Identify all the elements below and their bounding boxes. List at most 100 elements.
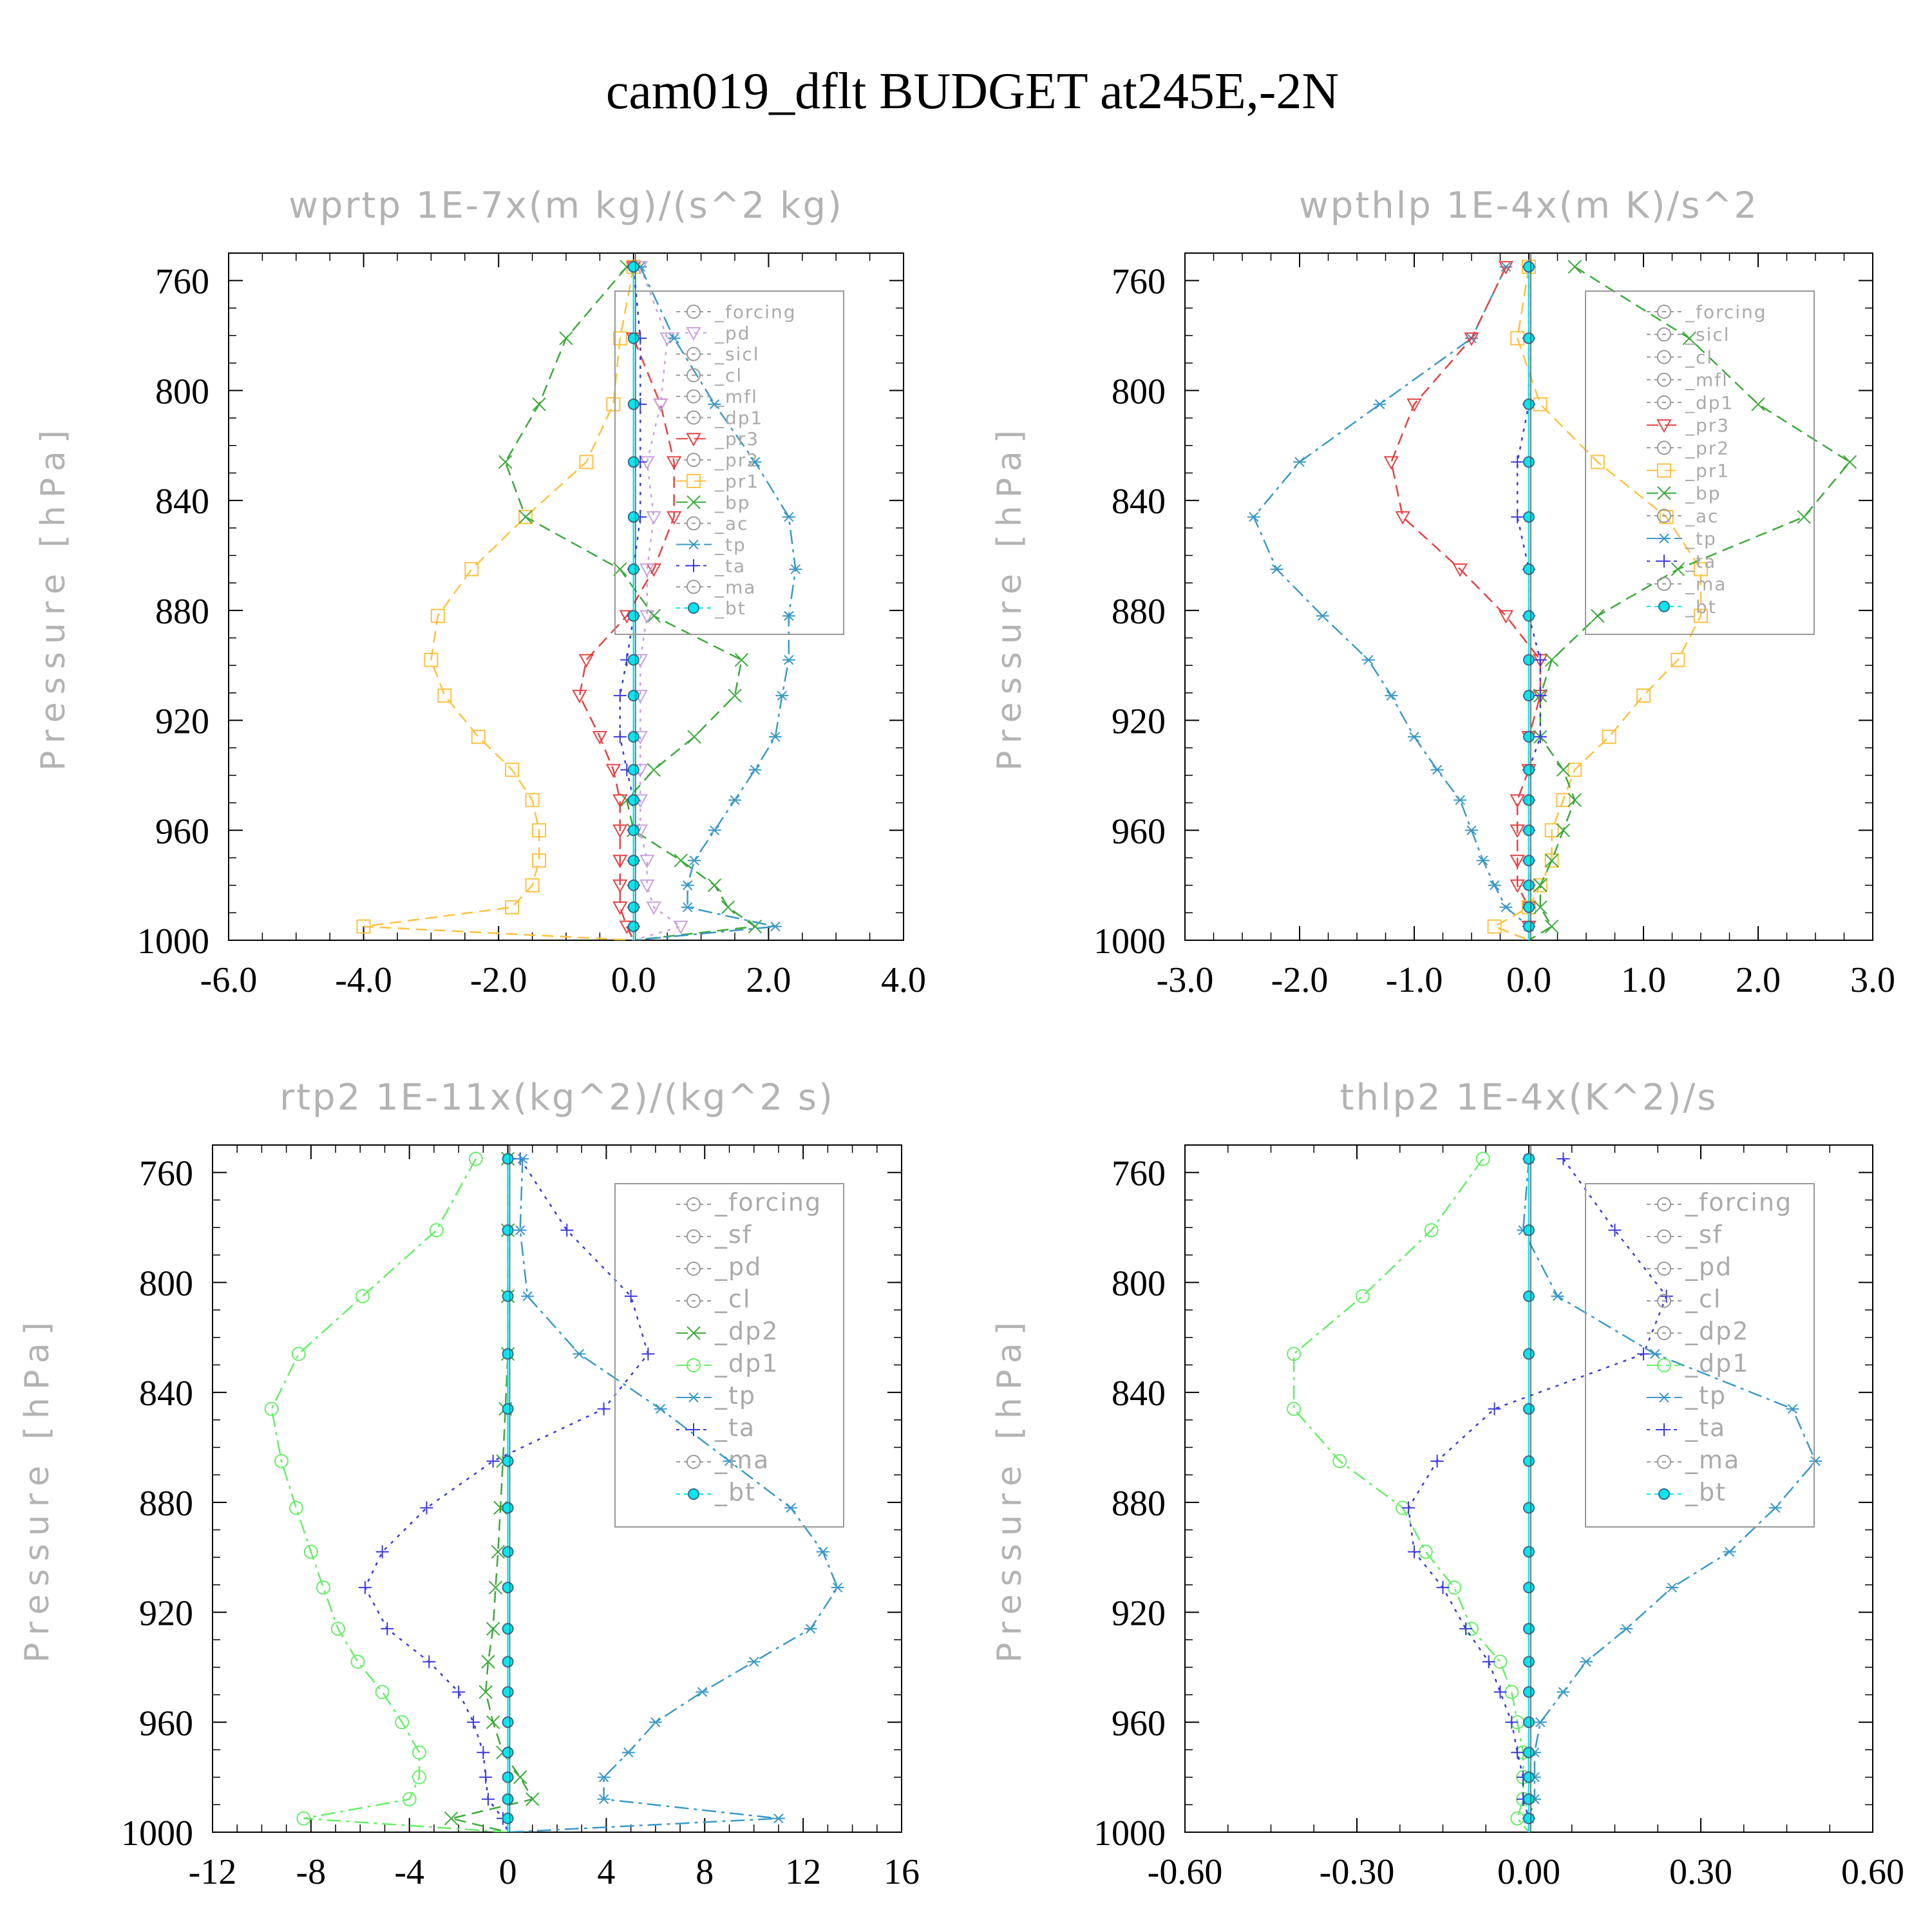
- data-point: [1355, 1289, 1370, 1303]
- data-point: [1768, 1502, 1782, 1513]
- data-point: [479, 1770, 493, 1784]
- legend-entry-label: _dp2: [714, 1317, 779, 1345]
- legend-entry-label: _ta: [714, 1414, 755, 1442]
- data-point: [681, 880, 694, 891]
- data-point: [1557, 1687, 1570, 1698]
- data-point: [1361, 654, 1375, 665]
- legend-swatch-marker: [1657, 1358, 1671, 1372]
- legend-entry-label: _ac: [714, 513, 749, 535]
- data-point: [1523, 1290, 1535, 1302]
- data-point: [1488, 1402, 1501, 1416]
- data-point: [612, 331, 627, 346]
- data-point: [1523, 563, 1535, 575]
- legend-entry-label: _ma: [714, 1446, 770, 1474]
- data-point: [1510, 879, 1525, 893]
- series-line-tp: [1253, 266, 1530, 940]
- data-point: [627, 855, 639, 867]
- series-line-bp: [504, 266, 757, 940]
- data-point: [502, 1582, 514, 1594]
- data-point: [316, 1580, 330, 1595]
- data-point: [1533, 1717, 1547, 1727]
- data-point: [1464, 332, 1479, 346]
- data-point: [1523, 456, 1535, 468]
- legend-entry-label: _dp2: [1685, 1317, 1749, 1345]
- data-point: [1797, 510, 1811, 524]
- x-tick-label: 0.0: [611, 960, 656, 1000]
- legend-swatch-marker: [1656, 419, 1672, 433]
- data-point: [502, 1656, 514, 1668]
- legend-entry-label: _bt: [714, 598, 746, 619]
- series-line-tp: [1522, 1159, 1817, 1832]
- data-point: [488, 1580, 503, 1595]
- data-point: [1523, 1656, 1535, 1668]
- data-point: [1567, 260, 1582, 274]
- legend-entry-label: _ac: [1685, 506, 1719, 527]
- data-point: [627, 690, 639, 702]
- data-point: [1723, 1546, 1736, 1557]
- legend-swatch-marker: [687, 410, 701, 425]
- data-point: [613, 730, 627, 744]
- data-point: [1786, 1404, 1799, 1414]
- data-point: [1436, 1581, 1450, 1595]
- data-point: [639, 610, 655, 624]
- legend-entry-label: _sicl: [1685, 324, 1730, 345]
- data-point: [1648, 1349, 1662, 1359]
- panel-title: thlp2 1E-4x(K^2)/s: [1340, 1077, 1718, 1119]
- data-point: [1556, 823, 1571, 837]
- legend-swatch-marker: [687, 539, 700, 550]
- series-line-pr3: [1390, 266, 1542, 940]
- data-point: [525, 793, 540, 808]
- legend-swatch-marker: [1658, 1423, 1671, 1436]
- legend-entry-label: _cl: [1685, 1285, 1721, 1313]
- y-tick-label: 1000: [1094, 1814, 1166, 1853]
- data-point: [264, 1401, 279, 1416]
- x-tick-label: -6.0: [200, 960, 258, 1000]
- legend-swatch-marker: [1657, 1262, 1671, 1276]
- legend-entry-label: _bp: [1685, 483, 1721, 504]
- data-point: [303, 1544, 318, 1559]
- y-tick-label: 800: [139, 1264, 193, 1303]
- legend-entry-label: _sf: [1685, 1220, 1723, 1249]
- data-point: [525, 878, 540, 893]
- legend-swatch-marker: [687, 1455, 701, 1469]
- legend-entry-label: _cl: [1685, 346, 1713, 368]
- data-point: [502, 1793, 514, 1805]
- series-group: [1287, 1145, 1822, 1832]
- series-line-ta: [1516, 267, 1542, 940]
- data-point: [1523, 1771, 1535, 1783]
- data-point: [1430, 1454, 1444, 1468]
- data-point: [1523, 1793, 1535, 1805]
- data-point: [654, 1404, 667, 1414]
- data-point: [402, 1792, 417, 1806]
- data-point: [1332, 1454, 1347, 1468]
- legend-entry-label: _tp: [714, 535, 746, 556]
- data-point: [1488, 880, 1501, 891]
- data-point: [696, 1687, 709, 1698]
- series-group: [1247, 253, 1857, 940]
- data-point: [330, 1622, 345, 1636]
- data-point: [502, 1502, 514, 1514]
- legend-entry-label: _bp: [714, 492, 751, 513]
- data-point: [518, 509, 533, 524]
- data-point: [627, 511, 639, 523]
- y-tick-label: 960: [1112, 1703, 1166, 1743]
- legend-swatch-marker: [687, 346, 701, 361]
- series-line-pr1: [1492, 267, 1702, 940]
- data-point: [1523, 654, 1535, 666]
- data-point: [1523, 901, 1535, 913]
- legend-entry-label: _bt: [714, 1478, 756, 1506]
- data-point: [597, 1772, 611, 1783]
- data-point: [1430, 764, 1444, 775]
- data-point: [1665, 1582, 1679, 1593]
- data-point: [1533, 900, 1548, 914]
- legend-entry-label: _ta: [714, 555, 746, 576]
- legend-entry-label: _dp1: [714, 1349, 779, 1378]
- legend-swatch-marker: [688, 602, 699, 614]
- data-point: [1590, 455, 1605, 469]
- data-point: [1523, 1716, 1535, 1728]
- data-point: [375, 1545, 389, 1558]
- data-point: [1510, 1811, 1525, 1826]
- data-point: [1523, 1747, 1535, 1759]
- data-point: [491, 1544, 505, 1559]
